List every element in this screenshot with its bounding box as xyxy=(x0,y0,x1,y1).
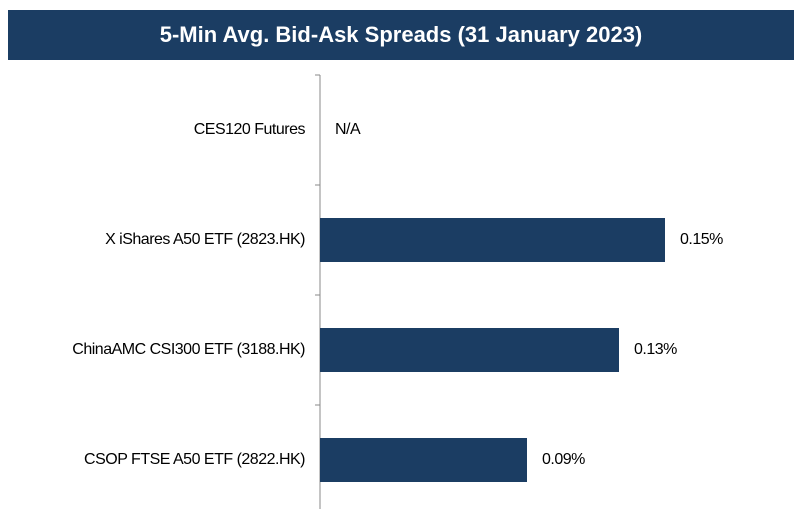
category-label: CES120 Futures xyxy=(194,121,306,138)
bar xyxy=(320,438,527,482)
bar xyxy=(320,328,619,372)
bar xyxy=(320,218,665,262)
value-label: N/A xyxy=(335,121,361,138)
title-banner xyxy=(8,10,794,60)
value-label: 0.09% xyxy=(542,451,585,468)
value-label: 0.15% xyxy=(680,231,723,248)
category-label: X iShares A50 ETF (2823.HK) xyxy=(105,231,305,248)
category-label: ChinaAMC CSI300 ETF (3188.HK) xyxy=(72,341,305,358)
category-label: CSOP FTSE A50 ETF (2822.HK) xyxy=(84,451,305,468)
value-label: 0.13% xyxy=(634,341,677,358)
chart-title: 5-Min Avg. Bid-Ask Spreads (31 January 2… xyxy=(160,22,643,47)
